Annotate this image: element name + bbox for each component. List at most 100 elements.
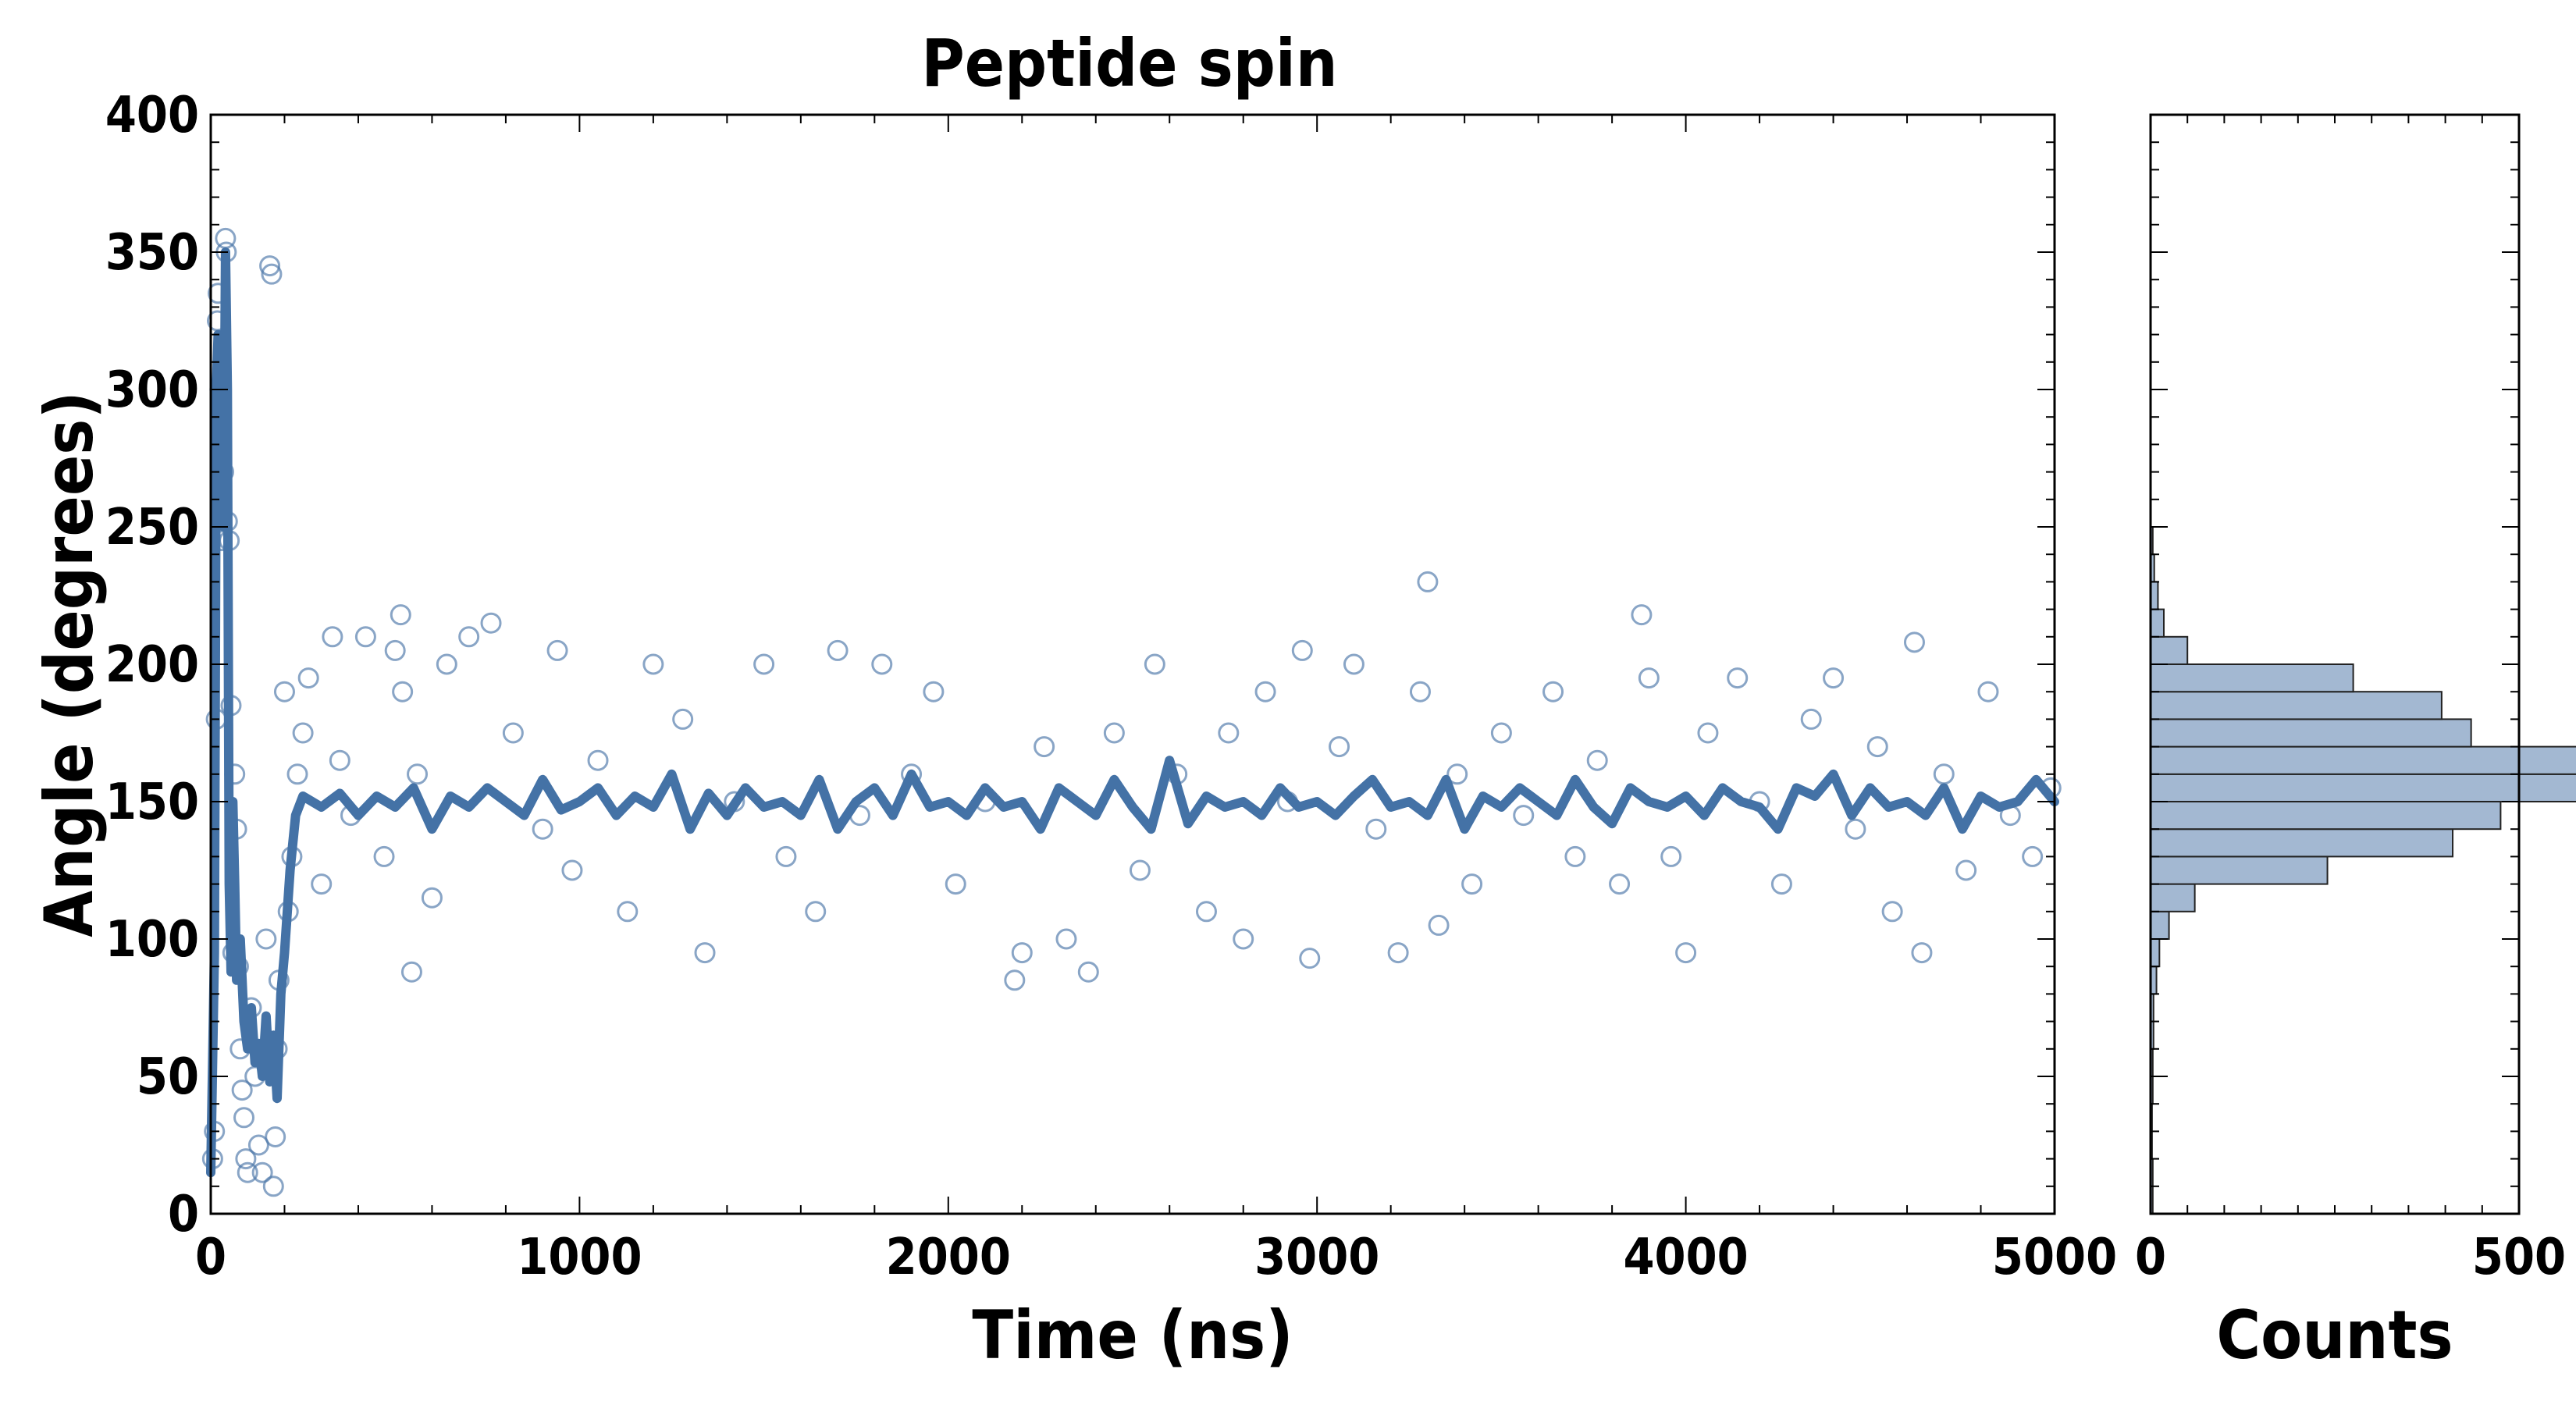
scatter-point <box>421 887 443 909</box>
histogram-bar <box>2150 855 2329 885</box>
scatter-point <box>1365 818 1387 840</box>
scatter-point <box>286 763 308 785</box>
histogram-bar <box>2150 910 2170 941</box>
main-plot-frame <box>209 113 2056 1215</box>
scatter-point <box>480 612 502 634</box>
histogram-bar <box>2150 745 2576 775</box>
x-tick-label: 1000 <box>517 1229 642 1286</box>
scatter-point <box>532 818 553 840</box>
histogram-y-ticks <box>2151 114 2519 1215</box>
scatter-point <box>1103 722 1125 744</box>
time-series-plot: 0 1000 2000 3000 4000 5000 0 50 100 150 200 250 300… <box>30 87 2117 1375</box>
scatter-point <box>1077 961 1099 983</box>
scatter-point <box>1770 873 1792 895</box>
scatter-point <box>546 639 568 661</box>
scatter-point <box>694 942 716 964</box>
y-tick-label: 200 <box>105 636 199 694</box>
histogram-bar <box>2150 663 2354 693</box>
scatter-point <box>1609 873 1631 895</box>
scatter-point <box>311 873 333 895</box>
scatter-point <box>235 1148 257 1170</box>
scatter-point <box>373 845 395 867</box>
scatter-point <box>1564 845 1586 867</box>
scatter-point <box>1675 942 1697 964</box>
scatter-point <box>1004 969 1026 991</box>
scatter-point <box>1129 859 1151 881</box>
histogram-bar <box>2150 938 2161 968</box>
scatter-point <box>273 681 295 702</box>
scatter-point <box>297 667 319 689</box>
histogram-bar <box>2150 718 2472 748</box>
scatter-point <box>322 626 343 648</box>
scatter-point <box>1291 639 1313 661</box>
y-axis-label: Angle (degrees) <box>30 391 109 937</box>
histogram-x-ticks: 0 500 <box>2135 115 2566 1286</box>
histogram-bar <box>2150 828 2454 858</box>
histogram-x-axis-label: Counts <box>2216 1297 2453 1375</box>
x-tick-label: 0 <box>195 1229 226 1286</box>
histogram-plot: 0 500 Counts <box>2135 113 2576 1375</box>
scatter-point <box>1461 873 1483 895</box>
scatter-point <box>390 604 411 626</box>
scatter-point <box>1233 928 1254 950</box>
y-tick-label: 50 <box>137 1048 199 1106</box>
scatter-point <box>1387 942 1409 964</box>
histogram-bars <box>2150 526 2576 1215</box>
scatter-point <box>262 1176 284 1197</box>
scatter-point <box>1195 901 1217 923</box>
scatter-point <box>354 626 376 648</box>
scatter-point <box>1933 763 1955 785</box>
x-axis-ticks: 0 1000 2000 3000 4000 5000 <box>195 115 2117 1286</box>
scatter-point <box>1911 942 1933 964</box>
running-average-path <box>206 247 2059 1178</box>
scatter-point <box>1055 928 1077 950</box>
scatter-point <box>1446 763 1468 785</box>
hist-x-tick-label: 500 <box>2472 1229 2566 1286</box>
scatter-point <box>1727 667 1749 689</box>
y-axis-ticks: 0 50 100 150 200 250 300 350 400 <box>105 87 2055 1243</box>
scatter-point <box>233 1107 255 1129</box>
scatter-point <box>247 1134 269 1156</box>
scatter-point <box>1428 914 1450 936</box>
y-tick-label: 250 <box>105 499 199 557</box>
histogram-bar <box>2150 608 2165 638</box>
scatter-point <box>237 1161 258 1183</box>
hist-x-tick-label: 0 <box>2135 1229 2166 1286</box>
scatter-point <box>400 961 422 983</box>
scatter-point <box>1586 749 1608 771</box>
x-tick-label: 4000 <box>1623 1229 1748 1286</box>
running-average-line <box>206 247 2059 1178</box>
scatter-point <box>436 653 457 675</box>
scatter-point <box>1144 653 1165 675</box>
scatter-point <box>502 722 524 744</box>
scatter-point <box>1343 653 1364 675</box>
x-tick-label: 2000 <box>886 1229 1011 1286</box>
scatter-point <box>329 749 350 771</box>
scatter-point <box>392 681 414 702</box>
scatter-point <box>1638 667 1660 689</box>
scatter-point <box>1660 845 1682 867</box>
scatter-point <box>265 1126 286 1147</box>
scatter-point <box>561 859 583 881</box>
scatter-point <box>1542 681 1564 702</box>
x-tick-label: 3000 <box>1254 1229 1379 1286</box>
scatter-point <box>1299 948 1321 969</box>
scatter-point <box>1800 708 1822 730</box>
scatter-point <box>255 928 277 950</box>
y-tick-label: 350 <box>105 224 199 282</box>
scatter-point <box>292 722 314 744</box>
scatter-point <box>1034 736 1055 758</box>
scatter-point <box>1011 942 1033 964</box>
scatter-point <box>1866 736 1888 758</box>
scatter-point <box>1697 722 1719 744</box>
histogram-bar <box>2150 635 2189 665</box>
scatter-point <box>945 873 966 895</box>
scatter-point <box>1823 667 1845 689</box>
plot-title: Peptide spin <box>921 25 1337 101</box>
scatter-point <box>1845 818 1866 840</box>
scatter-point <box>1218 722 1240 744</box>
scatter-point <box>587 749 609 771</box>
y-tick-label: 100 <box>105 911 199 969</box>
scatter-point <box>1977 681 1999 702</box>
histogram-bar <box>2150 691 2443 720</box>
